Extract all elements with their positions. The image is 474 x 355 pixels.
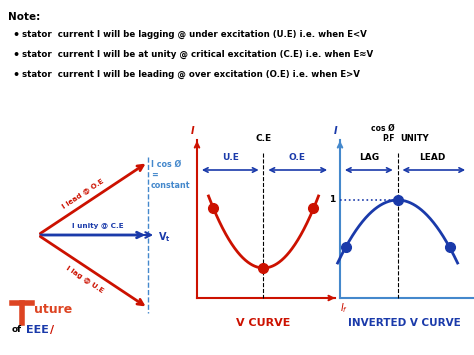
Text: LEAD: LEAD — [419, 153, 446, 162]
Text: Note:: Note: — [8, 12, 40, 22]
Text: cos Ø
P.F: cos Ø P.F — [371, 124, 394, 143]
Text: •: • — [12, 50, 19, 60]
Text: UNITY: UNITY — [401, 134, 429, 143]
Text: I lag @ U.E: I lag @ U.E — [65, 265, 105, 294]
Text: C.E: C.E — [255, 134, 272, 143]
Text: I lead @ O.E: I lead @ O.E — [61, 178, 105, 209]
Text: I unity @ C.E: I unity @ C.E — [72, 223, 124, 229]
Text: INVERTED V CURVE: INVERTED V CURVE — [347, 318, 460, 328]
Text: I cos Ø
=
constant: I cos Ø = constant — [151, 160, 191, 190]
Text: •: • — [12, 30, 19, 40]
Text: /: / — [50, 325, 54, 335]
Text: stator  current I will be lagging @ under excitation (U.E) i.e. when E<V: stator current I will be lagging @ under… — [22, 30, 367, 39]
Text: stator  current I will be at unity @ critical excitation (C.E) i.e. when E≈V: stator current I will be at unity @ crit… — [22, 50, 373, 59]
Text: uture: uture — [34, 303, 72, 316]
Text: $\mathbf{V_t}$: $\mathbf{V_t}$ — [158, 230, 171, 244]
Text: 1: 1 — [329, 196, 335, 204]
Text: U.E: U.E — [222, 153, 239, 162]
Text: I: I — [191, 126, 194, 136]
Text: stator  current I will be leading @ over excitation (O.E) i.e. when E>V: stator current I will be leading @ over … — [22, 70, 360, 79]
Text: I: I — [333, 126, 337, 136]
Text: •: • — [12, 70, 19, 80]
Text: LAG: LAG — [359, 153, 379, 162]
Text: O.E: O.E — [288, 153, 305, 162]
Text: V CURVE: V CURVE — [237, 318, 291, 328]
Text: $I_f$: $I_f$ — [340, 301, 348, 315]
Text: of: of — [12, 325, 22, 334]
Text: EEE: EEE — [26, 325, 49, 335]
